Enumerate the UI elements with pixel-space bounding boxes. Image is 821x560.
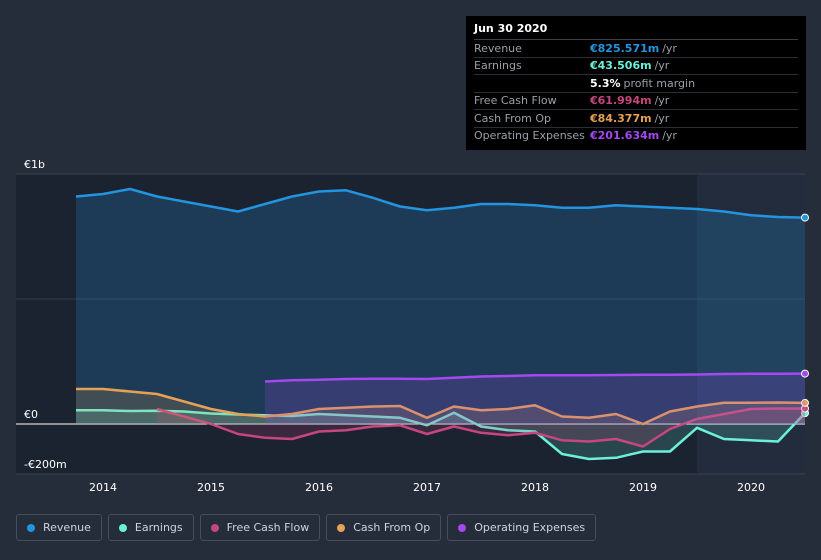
legend-item-free-cash-flow[interactable]: Free Cash Flow	[199, 514, 321, 541]
free-cash-flow-line	[156, 407, 805, 448]
tooltip-row: Revenue €825.571m/yr	[474, 40, 798, 58]
legend-label: Operating Expenses	[474, 521, 586, 534]
x-tick-label: 2019	[629, 481, 657, 494]
legend-label: Free Cash Flow	[226, 521, 310, 534]
operating-expenses-line	[264, 372, 806, 383]
revenue-area	[76, 189, 805, 424]
tooltip-value: €825.571m	[590, 41, 660, 55]
tooltip-label: Revenue	[474, 41, 522, 55]
legend-item-cash-from-op[interactable]: Cash From Op	[326, 514, 442, 541]
tooltip-value: €61.994m	[590, 94, 652, 108]
x-tick-label: 2015	[197, 481, 225, 494]
tooltip-unit: /yr	[654, 59, 670, 73]
legend-item-earnings[interactable]: Earnings	[107, 514, 194, 541]
tooltip-row: 5.3% profit margin	[474, 75, 798, 93]
tooltip-row: Cash From Op €84.377m/yr	[474, 110, 798, 128]
legend-item-operating-expenses[interactable]: Operating Expenses	[447, 514, 597, 541]
earnings-line	[76, 409, 806, 461]
legend-dot-icon	[458, 523, 467, 532]
legend-label: Cash From Op	[353, 521, 431, 534]
cash-from-op-area	[76, 389, 805, 424]
legend-item-revenue[interactable]: Revenue	[16, 514, 102, 541]
tooltip-label: Earnings	[474, 59, 522, 73]
x-tick-label: 2016	[305, 481, 333, 494]
tooltip-date: Jun 30 2020	[474, 22, 798, 40]
x-tick-label: 2017	[413, 481, 441, 494]
tooltip-label: Operating Expenses	[474, 129, 585, 143]
operating-expenses-area	[265, 373, 805, 424]
tooltip-unit: /yr	[654, 111, 670, 125]
tooltip-label: Cash From Op	[474, 111, 552, 125]
tooltip-row: Earnings €43.506m/yr	[474, 58, 798, 75]
legend-label: Earnings	[134, 521, 183, 534]
x-tick-label: 2014	[89, 481, 117, 494]
legend-dot-icon	[337, 523, 346, 532]
y-tick-label: €0	[24, 408, 38, 421]
revenue-end-point	[801, 213, 809, 222]
tooltip-label: Free Cash Flow	[474, 94, 557, 108]
y-tick-label: -€200m	[24, 458, 67, 471]
tooltip-unit: /yr	[654, 94, 670, 108]
tooltip-value: €84.377m	[590, 111, 652, 125]
legend: Revenue Earnings Free Cash Flow Cash From O…	[16, 514, 597, 541]
tooltip-row: Operating Expenses €201.634m/yr	[474, 128, 798, 145]
free-cash-flow-area	[157, 408, 805, 447]
legend-dot-icon	[27, 523, 35, 532]
x-tick-label: 2020	[737, 481, 765, 494]
tooltip: Jun 30 2020 Revenue €825.571m/yr Earnings €…	[466, 16, 806, 150]
y-tick-label: €1b	[24, 158, 45, 171]
tooltip-value: €201.634m	[590, 129, 660, 143]
earnings-area	[76, 410, 805, 459]
tooltip-value: 5.3%	[590, 76, 621, 90]
revenue-line	[75, 187, 806, 219]
legend-label: Revenue	[43, 521, 91, 534]
x-tick-label: 2018	[521, 481, 549, 494]
tooltip-unit: profit margin	[623, 76, 696, 90]
tooltip-unit: /yr	[662, 41, 677, 55]
legend-dot-icon	[118, 523, 127, 532]
tooltip-unit: /yr	[662, 129, 677, 143]
tooltip-value: €43.506m	[590, 59, 652, 73]
cash-from-op-line	[76, 387, 806, 426]
tooltip-row: Free Cash Flow €61.994m/yr	[474, 93, 798, 110]
legend-dot-icon	[210, 523, 219, 532]
cash-from-op-end-point	[801, 398, 809, 407]
operating-expenses-end-point	[801, 369, 809, 378]
